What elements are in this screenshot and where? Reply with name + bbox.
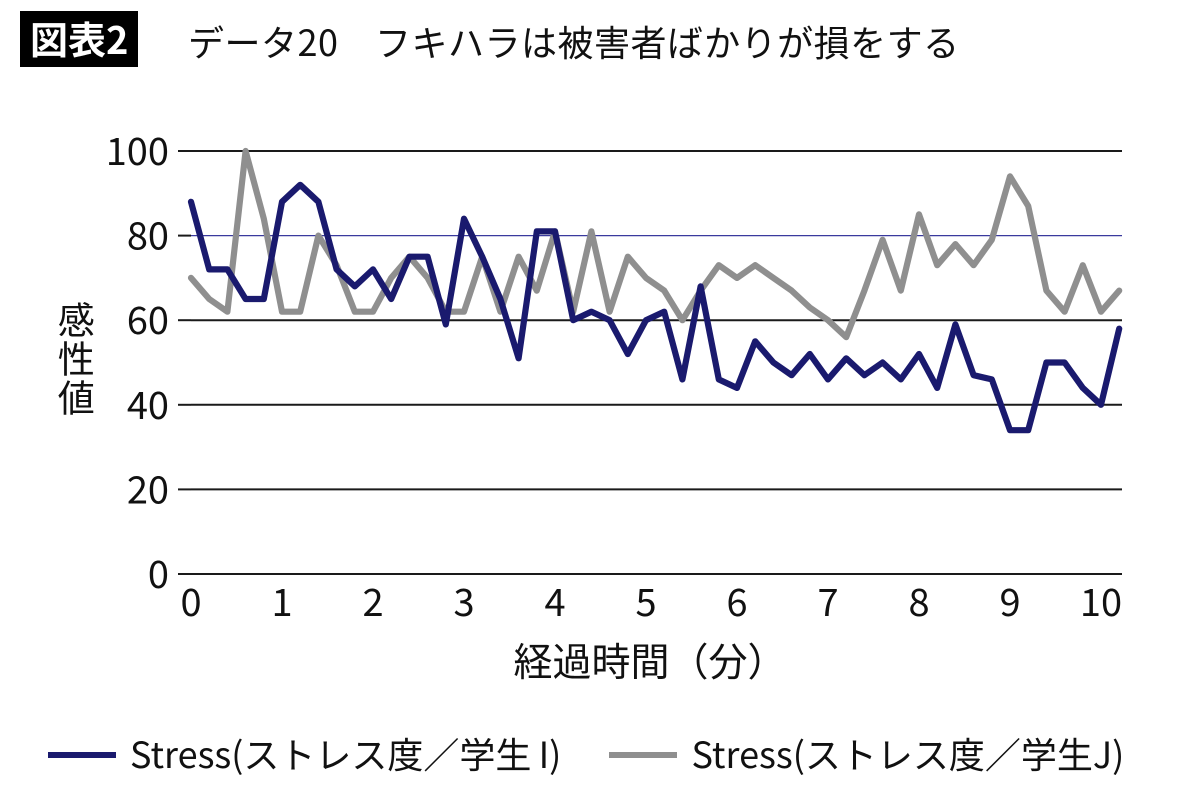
svg-text:0: 0 <box>180 572 201 627</box>
svg-text:9: 9 <box>999 572 1020 627</box>
svg-text:4: 4 <box>544 572 565 627</box>
svg-text:7: 7 <box>817 572 838 627</box>
svg-text:5: 5 <box>635 572 656 627</box>
svg-text:8: 8 <box>908 572 929 627</box>
svg-text:6: 6 <box>726 572 747 627</box>
svg-text:100: 100 <box>106 121 169 176</box>
svg-text:80: 80 <box>127 206 169 261</box>
svg-text:40: 40 <box>127 375 169 430</box>
svg-text:0: 0 <box>148 544 169 599</box>
svg-text:20: 20 <box>127 459 169 514</box>
svg-text:2: 2 <box>362 572 383 627</box>
svg-text:10: 10 <box>1080 572 1122 627</box>
svg-text:1: 1 <box>271 572 292 627</box>
svg-text:60: 60 <box>127 290 169 345</box>
svg-text:3: 3 <box>453 572 474 627</box>
